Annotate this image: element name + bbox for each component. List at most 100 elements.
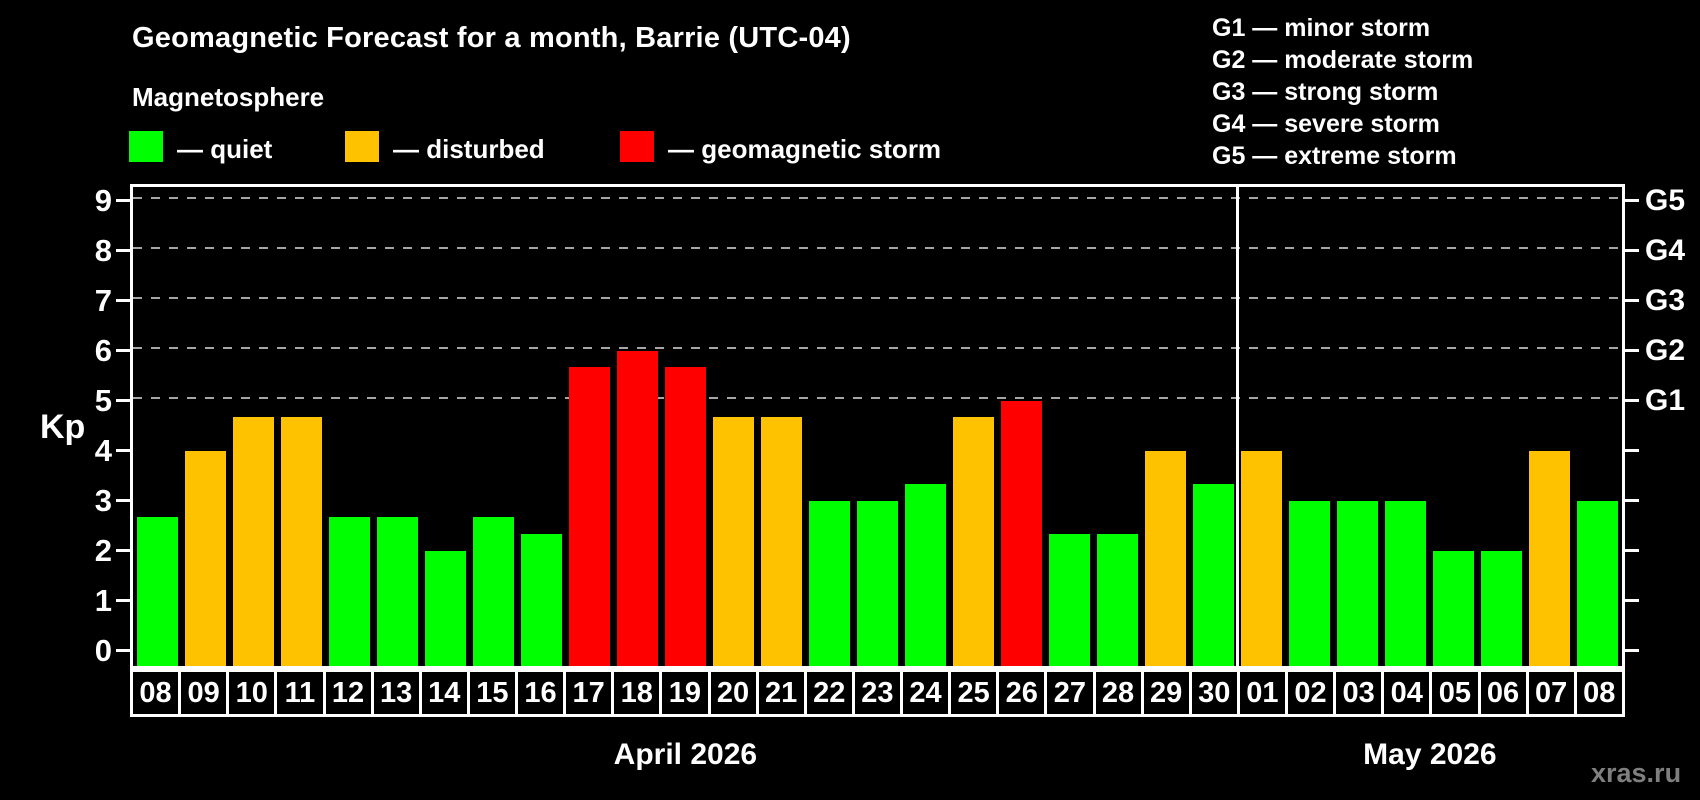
kp-bar-04 (1385, 500, 1427, 666)
day-label-cell: 29 (1140, 669, 1192, 717)
watermark: xras.ru (1591, 758, 1682, 788)
plot-area (130, 184, 1625, 669)
g-axis-tick-5 (1625, 399, 1639, 403)
day-label-cell: 26 (996, 669, 1048, 717)
kp-bar-03 (1337, 500, 1379, 666)
y-axis-tick-9 (116, 199, 130, 203)
y-axis-tick-3 (116, 499, 130, 503)
y-axis-label-6: 6 (94, 332, 112, 368)
y-axis-label-7: 7 (94, 282, 112, 318)
kp-bar-07 (1529, 450, 1571, 666)
day-label-cell: 10 (226, 669, 278, 717)
storm-scale-g3: G3 — strong storm (1212, 78, 1439, 106)
kp-bar-14 (424, 550, 466, 666)
day-label-cell: 24 (900, 669, 952, 717)
day-label-row: 08 09 10 11 12 13 14 15 16 17 18 19 20 21 22 23 24 25 26 27… (130, 669, 1625, 717)
day-label-cell: 13 (370, 669, 422, 717)
quiet-legend-label: — quiet (177, 134, 273, 164)
gridline-kp-7 (133, 296, 1622, 299)
day-label-cell: 03 (1333, 669, 1385, 717)
day-label-cell: 09 (178, 669, 230, 717)
kp-bar-22 (808, 500, 850, 666)
g-axis-tick-0 (1625, 649, 1639, 653)
g-axis-label-G4: G4 (1645, 233, 1686, 267)
day-label-cell: 23 (851, 669, 903, 717)
gridline-kp-6 (133, 346, 1622, 349)
storm-scale-g4: G4 — severe storm (1212, 110, 1440, 138)
g-axis-tick-4 (1625, 449, 1639, 453)
kp-bar-21 (760, 417, 802, 666)
month-separator (1236, 187, 1240, 666)
g-axis-tick-1 (1625, 599, 1639, 603)
g-axis-label-G2: G2 (1645, 333, 1686, 367)
kp-bar-18 (616, 350, 658, 666)
day-label-cell: 06 (1477, 669, 1529, 717)
day-label-cell: 11 (274, 669, 326, 717)
g-axis-label-G3: G3 (1645, 283, 1686, 317)
storm-legend-swatch (620, 131, 654, 162)
y-axis-tick-4 (116, 449, 130, 453)
kp-bar-10 (232, 417, 274, 666)
day-label-cell: 08 (130, 669, 182, 717)
kp-bar-17 (568, 367, 610, 666)
day-label-cell: 08 (1573, 669, 1625, 717)
gridline-kp-9 (133, 196, 1622, 199)
kp-bar-06 (1481, 550, 1523, 666)
disturbed-legend-label: — disturbed (393, 134, 545, 164)
day-label-cell: 14 (418, 669, 470, 717)
month-label-april: April 2026 (613, 738, 758, 771)
kp-bar-16 (520, 534, 562, 666)
gridline-kp-5 (133, 396, 1622, 399)
y-axis-label-2: 2 (94, 532, 112, 568)
y-axis-label-8: 8 (94, 232, 112, 268)
g-axis-tick-8 (1625, 249, 1639, 253)
g-axis-label-G1: G1 (1645, 383, 1686, 417)
kp-bar-09 (184, 450, 226, 666)
y-axis-tick-0 (116, 649, 130, 653)
y-axis-tick-7 (116, 299, 130, 303)
kp-bar-02 (1289, 500, 1331, 666)
kp-bar-29 (1145, 450, 1187, 666)
day-label-cell: 15 (466, 669, 518, 717)
g-axis-tick-3 (1625, 499, 1639, 503)
kp-bar-23 (856, 500, 898, 666)
day-label-cell: 27 (1044, 669, 1096, 717)
storm-scale-g2: G2 — moderate storm (1212, 46, 1474, 74)
kp-bar-25 (953, 417, 995, 666)
storm-scale-g5: G5 — extreme storm (1212, 142, 1457, 170)
y-axis-tick-6 (116, 349, 130, 353)
quiet-legend-swatch (129, 131, 163, 162)
kp-bar-27 (1049, 534, 1091, 666)
g-axis-tick-7 (1625, 299, 1639, 303)
y-axis-label-4: 4 (94, 432, 112, 468)
kp-bar-08 (1577, 500, 1619, 666)
day-label-cell: 16 (515, 669, 567, 717)
g-axis-tick-9 (1625, 199, 1639, 203)
y-axis-tick-1 (116, 599, 130, 603)
g-axis-tick-6 (1625, 349, 1639, 353)
kp-bar-20 (712, 417, 754, 666)
day-label-cell: 04 (1381, 669, 1433, 717)
month-label-may: May 2026 (1363, 738, 1497, 771)
kp-bar-05 (1433, 550, 1475, 666)
kp-bar-15 (472, 517, 514, 666)
disturbed-legend-swatch (345, 131, 379, 162)
day-label-cell: 01 (1236, 669, 1288, 717)
day-label-cell: 21 (755, 669, 807, 717)
y-axis-title: Kp (40, 408, 86, 446)
storm-scale-g1: G1 — minor storm (1212, 14, 1431, 42)
day-label-cell: 20 (707, 669, 759, 717)
day-label-cell: 30 (1188, 669, 1240, 717)
day-label-cell: 07 (1525, 669, 1577, 717)
gridline-kp-8 (133, 246, 1622, 249)
kp-bar-28 (1097, 534, 1139, 666)
chart-title: Geomagnetic Forecast for a month, Barrie… (132, 22, 851, 54)
day-label-cell: 22 (803, 669, 855, 717)
kp-bar-01 (1241, 450, 1283, 666)
y-axis-label-9: 9 (94, 182, 112, 218)
y-axis-label-3: 3 (94, 482, 112, 518)
storm-legend-label: — geomagnetic storm (668, 134, 942, 164)
day-label-cell: 25 (948, 669, 1000, 717)
day-label-cell: 17 (563, 669, 615, 717)
